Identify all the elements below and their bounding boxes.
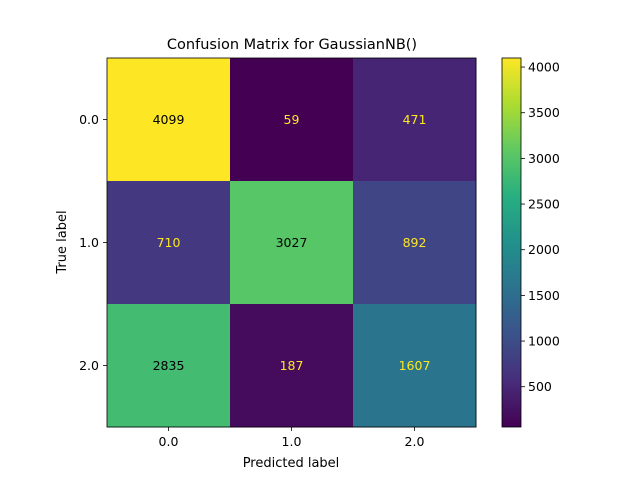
colorbar-tick-label: 2000 (528, 242, 560, 257)
y-tick-label: 2.0 (79, 358, 99, 373)
cell-value-label: 1607 (399, 358, 431, 373)
matrix-cells: 4099 59 471 710 3027 892 2835 187 1607 (107, 58, 477, 428)
matrix-cell (353, 181, 477, 305)
colorbar-tick-label: 1500 (528, 288, 560, 303)
cell-value-label: 892 (403, 235, 427, 250)
matrix-cell (107, 58, 231, 182)
cell-value-label: 59 (284, 112, 300, 127)
colorbar-tick-label: 2500 (528, 197, 560, 212)
colorbar-tick-label: 3000 (528, 151, 560, 166)
matrix-cell (107, 181, 231, 305)
matrix-cell (353, 304, 477, 428)
x-tick-label: 0.0 (159, 434, 179, 449)
cell-value-label: 187 (280, 358, 304, 373)
y-axis-ticks: 0.0 1.0 2.0 (79, 112, 107, 373)
matrix-cell (353, 58, 477, 182)
y-axis-label: True label (55, 210, 70, 274)
y-tick-label: 0.0 (79, 112, 99, 127)
colorbar-ticks: 500 1000 1500 2000 2500 3000 3500 4000 (521, 60, 560, 394)
colorbar (501, 57, 522, 428)
chart-title: Confusion Matrix for GaussianNB() (167, 37, 417, 53)
colorbar-tick-label: 4000 (528, 60, 560, 75)
x-tick-label: 2.0 (405, 434, 425, 449)
cell-value-label: 3027 (276, 235, 308, 250)
matrix-cell (107, 304, 231, 428)
cell-value-label: 4099 (153, 112, 185, 127)
matrix-cell (230, 181, 354, 305)
colorbar-tick-label: 3500 (528, 105, 560, 120)
colorbar-tick-label: 1000 (528, 334, 560, 349)
cell-value-label: 2835 (153, 358, 185, 373)
cell-value-label: 471 (403, 112, 427, 127)
y-tick-label: 1.0 (79, 235, 99, 250)
x-axis-ticks: 0.0 1.0 2.0 (159, 427, 425, 449)
matrix-cell (230, 304, 354, 428)
x-axis-label: Predicted label (243, 456, 340, 471)
colorbar-tick-label: 500 (528, 379, 552, 394)
cell-value-label: 710 (157, 235, 181, 250)
x-tick-label: 1.0 (282, 434, 302, 449)
matrix-cell (230, 58, 354, 182)
